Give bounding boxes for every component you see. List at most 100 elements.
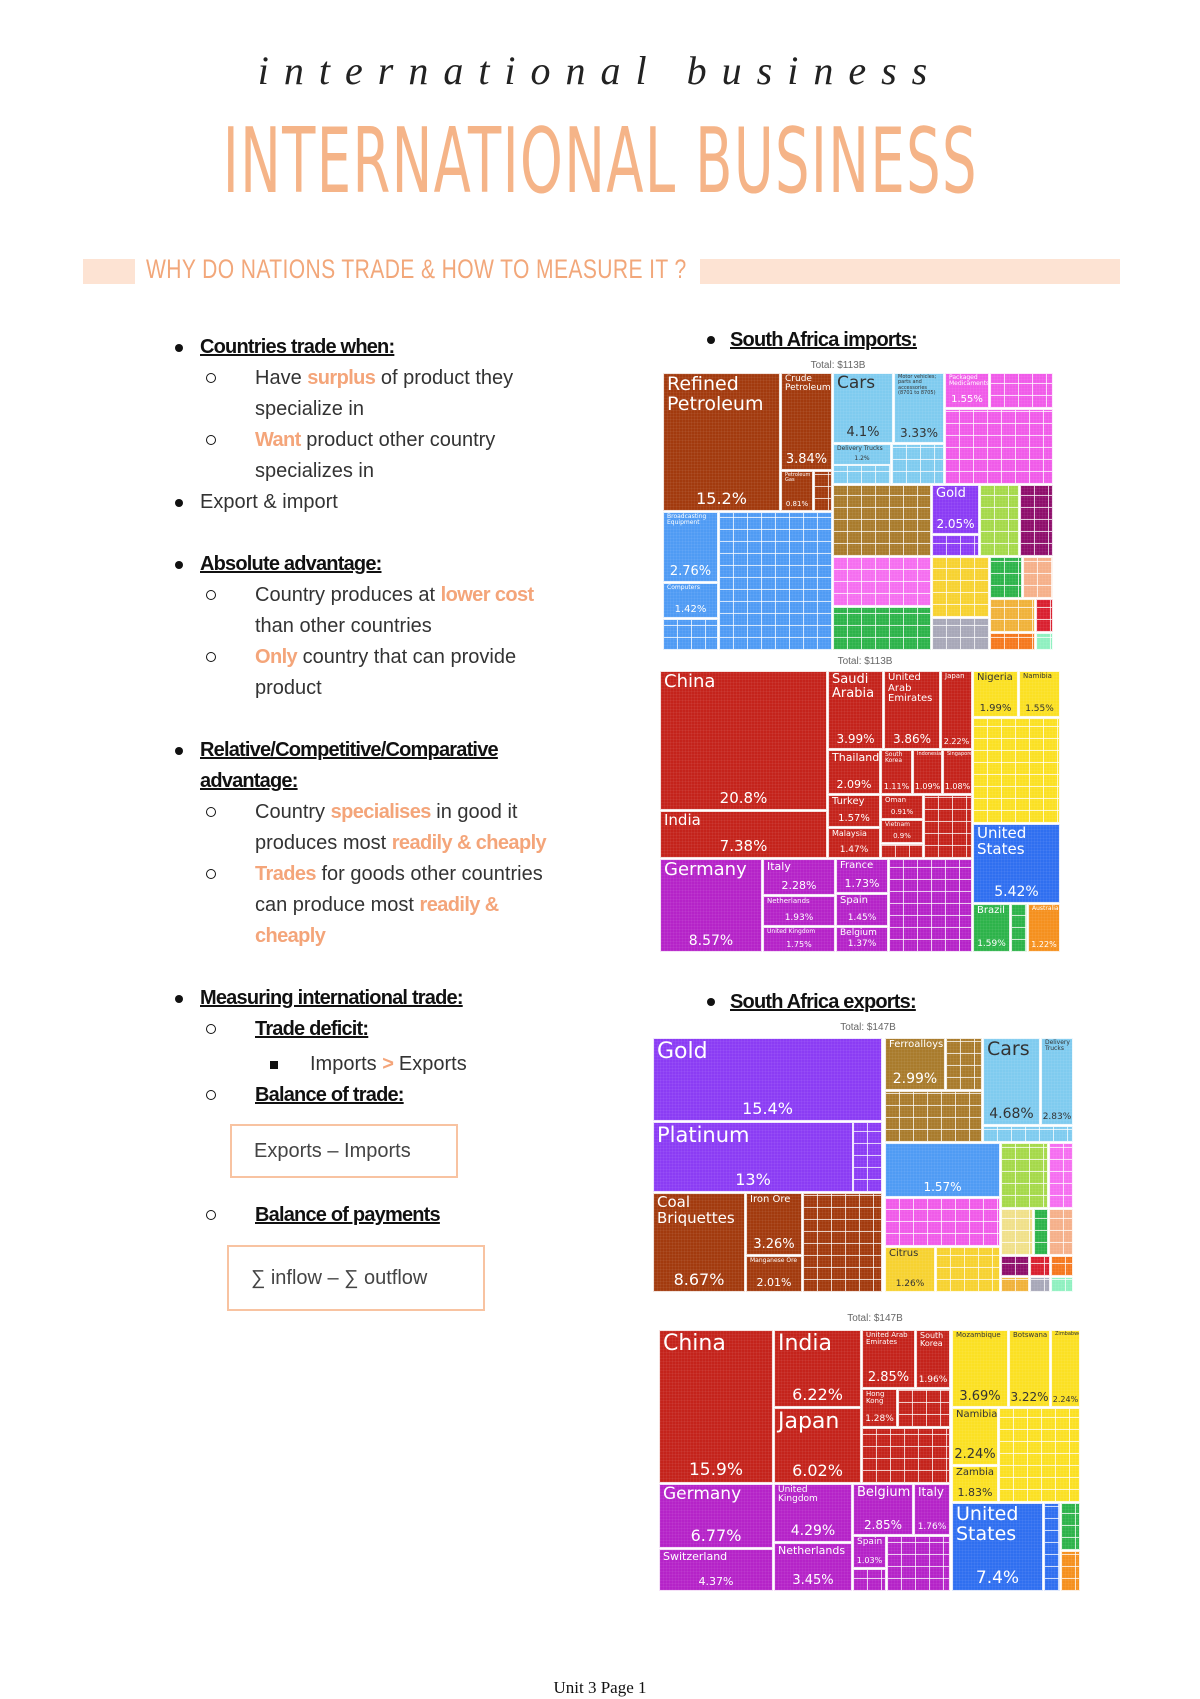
treemap-label: United Arab Emirates — [888, 672, 933, 704]
treemap-label: Germany — [664, 859, 747, 880]
treemap-percent: 7.38% — [719, 837, 768, 856]
heading-band-right — [700, 259, 1120, 284]
treemap-label: Delivery Trucks — [1045, 1039, 1070, 1053]
heading-balance-of-payments: Balance of payments — [255, 1204, 441, 1226]
treemap-percent: 8.67% — [673, 1270, 725, 1290]
sub-item: Only country that can provide product — [160, 642, 600, 704]
treemap-subdivisions — [1002, 1278, 1028, 1291]
page-title: INTERNATIONAL BUSINESS — [0, 109, 1200, 222]
treemap-label: Refined Petroleum — [667, 373, 764, 415]
treemap-total: Total: $147B — [847, 1313, 903, 1324]
treemap-percent: 1.75% — [786, 939, 812, 949]
imports-heading-text: South Africa imports: — [730, 329, 918, 351]
treemap-block: Ferroalloys 2.99% — [885, 1038, 945, 1090]
treemap-block: United Arab Emirates 3.86% — [884, 671, 940, 749]
treemap-cell — [945, 409, 1053, 484]
heading-measuring: Measuring international trade: — [200, 987, 464, 1009]
treemap-percent: 3.84% — [785, 452, 828, 468]
highlight-text: readily & — [419, 894, 500, 916]
treemap-cell — [1051, 1277, 1073, 1292]
treemap-cell — [932, 618, 989, 650]
treemap-subdivisions — [1050, 1210, 1072, 1254]
treemap-block: Petroleum Gas 0.81% — [781, 471, 813, 511]
bullet-icon — [175, 499, 183, 507]
treemap-subdivisions — [890, 860, 971, 951]
note-text: in good it — [430, 801, 518, 823]
treemap-block: United Kingdom 4.29% — [774, 1484, 852, 1542]
treemap-percent: 1.96% — [918, 1374, 948, 1385]
treemap-cell — [1001, 1209, 1033, 1255]
treemap-cell — [1036, 599, 1053, 632]
treemap-cell — [936, 1247, 1000, 1292]
treemap-label: Coal Briquettes — [657, 1193, 735, 1227]
treemap-label: United States — [956, 1503, 1019, 1545]
treemap-subdivisions — [1052, 1278, 1072, 1291]
treemap-label: South Korea — [920, 1331, 944, 1349]
treemap-label: United Arab Emirates — [866, 1331, 908, 1347]
treemap-total: Total: $113B — [837, 656, 893, 667]
treemap-label: Delivery Trucks — [837, 445, 883, 452]
treemap-subdivisions — [1031, 1257, 1049, 1275]
treemap-percent: 2.76% — [669, 564, 712, 580]
treemap-label: Platinum — [657, 1123, 750, 1147]
treemap-label: Mozambique — [956, 1331, 1001, 1339]
treemap-label: Motor vehicles; parts and accessories (8… — [898, 374, 937, 396]
treemap-cell — [885, 1198, 1000, 1246]
circle-bullet-icon — [206, 1090, 216, 1100]
treemap-percent: 1.57% — [923, 1180, 962, 1195]
note-text: can produce most — [255, 894, 420, 916]
treemap-percent: 2.05% — [936, 517, 975, 532]
treemap-subdivisions — [720, 513, 831, 649]
treemap-subdivisions — [984, 1127, 1072, 1141]
treemap-block: Spain 1.03% — [853, 1536, 886, 1568]
treemap-subdivisions — [1012, 905, 1026, 951]
treemap-cell — [1001, 1256, 1029, 1276]
treemap-block: Cars 4.1% — [833, 373, 893, 443]
treemap-block: Zimbabwe 2.24% — [1051, 1330, 1080, 1407]
note-text: than other countries — [255, 615, 432, 637]
treemap-percent: 1.03% — [856, 1555, 883, 1565]
treemap-percent: 1.57% — [838, 812, 870, 824]
treemap-block: Packaged Medicaments 1.55% — [945, 373, 989, 408]
treemap-percent: 1.73% — [844, 877, 880, 891]
treemap-label: Indonesia — [917, 751, 942, 757]
treemap-cell — [980, 485, 1019, 556]
treemap-block: United Arab Emirates 2.85% — [862, 1330, 915, 1388]
treemap-block: Netherlands 1.93% — [763, 896, 835, 926]
treemap-cell — [999, 1408, 1080, 1502]
note-text: specialize in — [255, 398, 364, 420]
balance-of-trade-formula: Exports – Imports — [230, 1124, 458, 1178]
treemap-subdivisions — [991, 558, 1021, 597]
treemap-percent: 1.55% — [951, 393, 983, 405]
circle-bullet-icon — [206, 1024, 216, 1034]
treemap-block: Brazil 1.59% — [973, 904, 1010, 952]
treemap-label: Oman — [885, 796, 907, 804]
sub-heading: Balance of trade: — [160, 1080, 600, 1111]
treemap-block: Delivery Trucks 2.83% — [1041, 1038, 1073, 1125]
treemap-label: France — [840, 860, 874, 871]
treemap-percent: 3.69% — [959, 1389, 1001, 1405]
note-text: Exports — [393, 1053, 467, 1075]
sub-item: Country specialises in good it produces m… — [160, 797, 600, 859]
title-script: international business — [257, 48, 943, 93]
treemap-subdivisions — [1031, 1278, 1049, 1291]
treemap-subdivisions — [888, 1537, 949, 1590]
treemap-subdivisions — [937, 1248, 999, 1291]
treemap-label: Netherlands — [767, 897, 810, 905]
treemap-label: Zimbabwe — [1055, 1331, 1080, 1337]
treemap-label: Japan — [778, 1409, 840, 1434]
treemap-cell — [932, 557, 989, 617]
treemap-subdivisions — [834, 466, 890, 483]
treemap-percent: 6.02% — [792, 1461, 843, 1481]
treemap-cell — [862, 1428, 950, 1483]
treemap-label: Vietnam — [885, 821, 911, 828]
treemap-cell — [853, 1569, 886, 1591]
treemap-block: Germany 6.77% — [659, 1484, 773, 1548]
treemap-percent: 7.4% — [975, 1568, 1020, 1589]
treemap-subdivisions — [925, 796, 971, 857]
sub-heading: Trade deficit: — [160, 1014, 600, 1045]
treemap-label: Italy — [767, 860, 791, 873]
treemap-percent: 2.85% — [867, 1370, 910, 1386]
treemap-label: United States — [977, 824, 1027, 858]
treemap-percent: 0.81% — [785, 499, 809, 508]
